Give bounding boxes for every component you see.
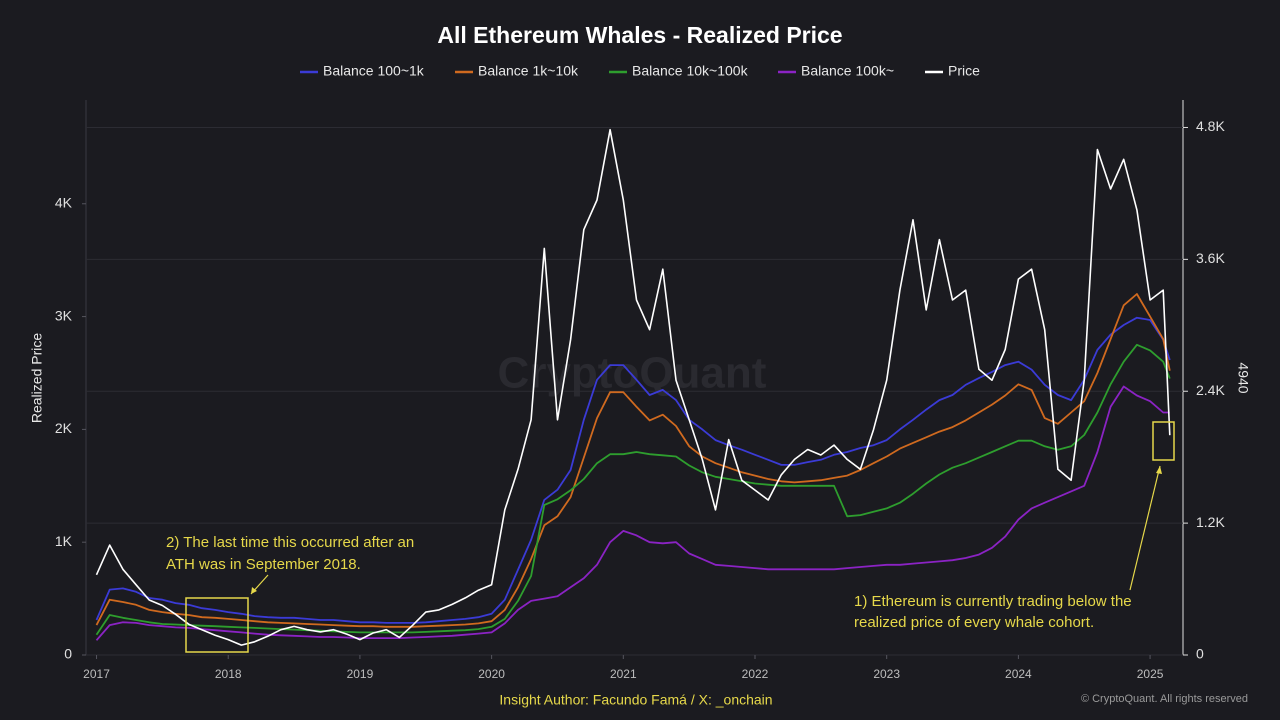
- x-tick-label: 2022: [742, 667, 769, 681]
- legend-label: Balance 100k~: [801, 63, 894, 79]
- y-tick-label: 2K: [55, 420, 73, 436]
- arrow-head: [251, 587, 257, 594]
- y2-axis-label: 4940: [1235, 362, 1251, 393]
- y2-tick-label: 1.2K: [1196, 514, 1225, 530]
- series-line: [95, 343, 1171, 636]
- highlight-box: [1152, 421, 1175, 461]
- x-tick-label: 2019: [347, 667, 374, 681]
- x-tick-label: 2021: [610, 667, 637, 681]
- x-tick-label: 2024: [1005, 667, 1032, 681]
- arrow: [1129, 465, 1161, 591]
- legend: Balance 100~1k Balance 1k~10k Balance 10k~…: [300, 63, 980, 79]
- y2-tick-label: 2.4K: [1196, 382, 1225, 398]
- grid: 0 1K 2K 3K 4K 0 1.2K 2.4K 3.6K 4.8K 2017 2018 2019 20…: [55, 118, 1226, 681]
- annotation: 1) Ethereum is currently trading below t…: [854, 593, 1132, 610]
- copyright: © CryptoQuant. All rights reserved: [1081, 693, 1248, 705]
- annotation: realized price of every whale cohort.: [854, 614, 1094, 631]
- y-tick-label: 0: [64, 646, 72, 662]
- x-tick-label: 2018: [215, 667, 242, 681]
- annotation: ATH was in September 2018.: [166, 556, 361, 573]
- y-tick-label: 1K: [55, 533, 73, 549]
- x-tick-label: 2023: [873, 667, 900, 681]
- x-tick-label: 2017: [83, 667, 110, 681]
- legend-label: Balance 1k~10k: [478, 63, 579, 79]
- y-tick-label: 3K: [55, 307, 73, 323]
- series-line: [95, 385, 1170, 641]
- watermark: CryptoQuant: [498, 349, 767, 398]
- plot-lines: [95, 128, 1171, 646]
- legend-label: Balance 100~1k: [323, 63, 425, 79]
- chart-title: All Ethereum Whales - Realized Price: [437, 22, 842, 48]
- footer: Insight Author: Facundo Famá / X: _oncha…: [499, 692, 772, 708]
- y-tick-label: 4K: [55, 194, 73, 210]
- arrow-head: [1156, 466, 1162, 474]
- y2-tick-label: 3.6K: [1196, 250, 1225, 266]
- legend-label: Price: [948, 63, 980, 79]
- legend-label: Balance 10k~100k: [632, 63, 749, 79]
- x-tick-label: 2025: [1137, 667, 1164, 681]
- annotation: 2) The last time this occurred after an: [166, 534, 414, 551]
- y2-tick-label: 0: [1196, 646, 1204, 662]
- y2-tick-label: 4.8K: [1196, 118, 1225, 134]
- x-tick-label: 2020: [478, 667, 505, 681]
- series-line: [95, 293, 1171, 628]
- y-axis-label: Realized Price: [29, 333, 45, 423]
- series-line: [95, 128, 1171, 646]
- highlight-box: [185, 597, 249, 653]
